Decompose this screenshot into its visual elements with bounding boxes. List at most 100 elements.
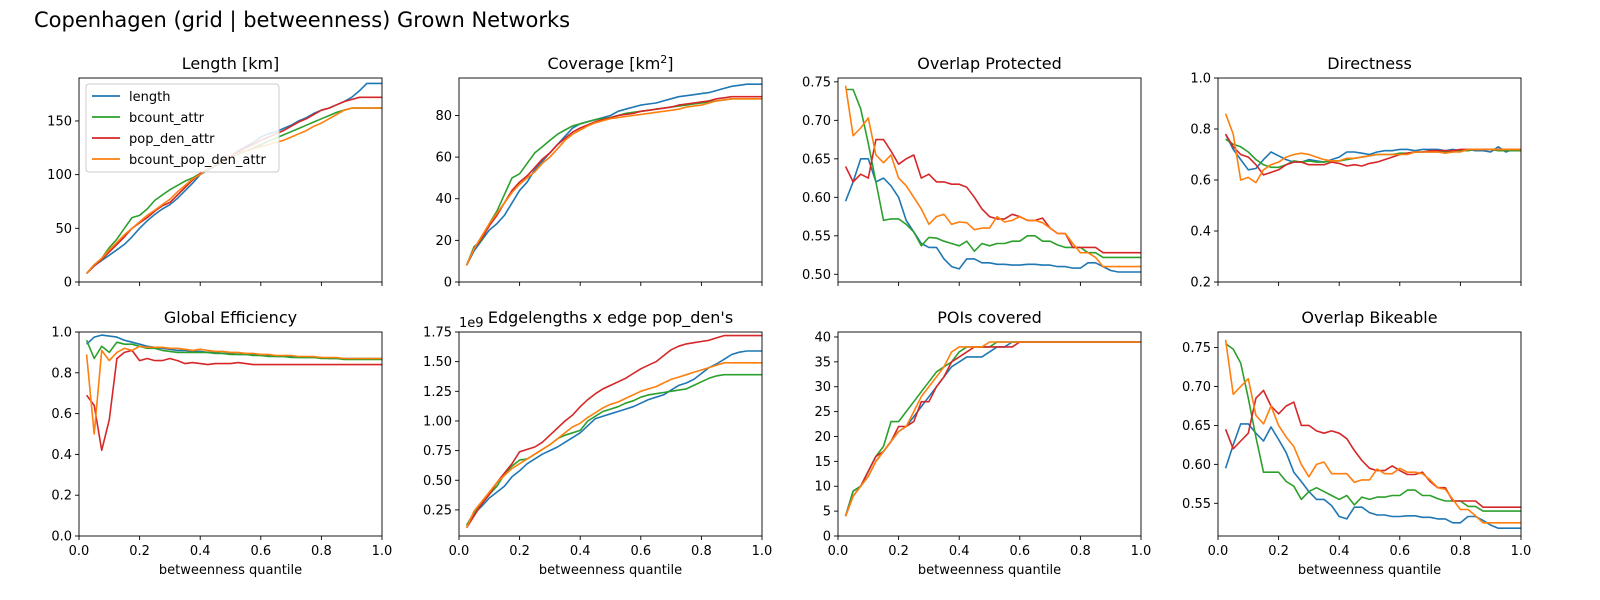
x-tick-label: 0.4 bbox=[1329, 544, 1350, 559]
y-tick-label: 5 bbox=[823, 505, 831, 520]
y-tick-label: 0.8 bbox=[51, 366, 72, 381]
x-tick-label: 0.8 bbox=[1450, 544, 1471, 559]
x-tick-label: 0.6 bbox=[630, 544, 651, 559]
plot-frame bbox=[1217, 77, 1522, 283]
y-tick-label: 40 bbox=[435, 192, 452, 207]
y-tick-label: 25 bbox=[814, 405, 831, 420]
y-tick-label: 50 bbox=[55, 222, 72, 237]
x-tick-label: 0.0 bbox=[69, 544, 90, 559]
y-tick-label: 0 bbox=[823, 530, 831, 545]
x-tick-label: 0.2 bbox=[129, 544, 150, 559]
x-tick-label: 1.0 bbox=[1131, 544, 1152, 559]
y-tick-label: 0.55 bbox=[802, 229, 831, 244]
series-line-bcount_pop_den_attr bbox=[85, 345, 382, 435]
y-tick-label: 20 bbox=[814, 430, 831, 445]
chart-panel: 0 50 100 150 Length [km] bbox=[47, 54, 383, 291]
x-tick-label: 0.2 bbox=[509, 544, 530, 559]
panel-title: Overlap Protected bbox=[917, 54, 1062, 73]
panel-title: Global Efficiency bbox=[164, 308, 297, 327]
series-line-bcount_pop_den_attr bbox=[465, 361, 762, 529]
y-tick-label: 0.70 bbox=[1182, 380, 1211, 395]
y-tick-label: 0.50 bbox=[423, 474, 452, 489]
x-tick-label: 0.2 bbox=[1268, 544, 1289, 559]
plot-frame bbox=[458, 331, 763, 537]
y-tick-label: 0.60 bbox=[1182, 458, 1211, 473]
y-tick-label: 0.6 bbox=[51, 407, 72, 422]
y-tick-label: 0.65 bbox=[1182, 419, 1211, 434]
x-tick-label: 1.0 bbox=[752, 544, 773, 559]
y-tick-label: 0.4 bbox=[1190, 225, 1211, 240]
legend-entry: bcount_attr bbox=[129, 111, 205, 126]
series-line-bcount_attr bbox=[85, 339, 382, 361]
y-tick-label: 0.75 bbox=[1182, 341, 1211, 356]
panel-title: POIs covered bbox=[937, 308, 1042, 327]
y-tick-label: 0.70 bbox=[802, 114, 831, 129]
x-tick-label: 1.0 bbox=[372, 544, 393, 559]
series-line-bcount_pop_den_attr bbox=[1224, 113, 1521, 184]
x-axis-label: betweenness quantile bbox=[539, 563, 682, 578]
y-tick-label: 0.2 bbox=[51, 489, 72, 504]
series-line-bcount_pop_den_attr bbox=[844, 85, 1141, 268]
y-tick-label: 40 bbox=[814, 330, 831, 345]
legend: length bcount_attr pop_den_attr bcount_pop_… bbox=[85, 83, 280, 173]
x-tick-label: 0.0 bbox=[449, 544, 470, 559]
chart-panel: 0.0 0.2 0.4 0.6 0.8 1.0 0.0 0.2 0.4 0.6 0.8 1.0 Glob… bbox=[51, 308, 392, 578]
y-tick-label: 0.8 bbox=[1190, 123, 1211, 138]
y-tick-label: 0 bbox=[64, 276, 72, 291]
series-line-pop_den_attr bbox=[465, 95, 762, 266]
y-tick-label: 0.65 bbox=[802, 152, 831, 167]
chart-panel: 0.0 0.2 0.4 0.6 0.8 1.0 0.55 0.60 0.65 0.70 0.75 Ov… bbox=[1182, 308, 1531, 578]
x-tick-label: 0.8 bbox=[691, 544, 712, 559]
panel-title: Directness bbox=[1327, 54, 1412, 73]
series-line-bcount_pop_den_attr bbox=[465, 98, 762, 266]
x-tick-label: 0.4 bbox=[190, 544, 211, 559]
figure-title: Copenhagen (grid | betweenness) Grown Ne… bbox=[34, 8, 570, 33]
y-tick-label: 0.4 bbox=[51, 448, 72, 463]
y-tick-label: 0 bbox=[444, 276, 452, 291]
y-tick-label: 15 bbox=[814, 455, 831, 470]
y-tick-label: 10 bbox=[814, 480, 831, 495]
x-axis-label: betweenness quantile bbox=[1298, 563, 1441, 578]
x-tick-label: 0.4 bbox=[949, 544, 970, 559]
x-tick-label: 0.6 bbox=[250, 544, 271, 559]
y-tick-label: 1.50 bbox=[423, 355, 452, 370]
series-line-length bbox=[844, 341, 1141, 517]
legend-entry: bcount_pop_den_attr bbox=[129, 153, 267, 168]
series-line-bcount_pop_den_attr bbox=[1224, 339, 1521, 524]
series-line-bcount_attr bbox=[465, 98, 762, 266]
y-tick-label: 0.25 bbox=[423, 503, 452, 518]
x-tick-label: 0.0 bbox=[828, 544, 849, 559]
plot-frame bbox=[78, 331, 383, 537]
chart-panel: 0.2 0.4 0.6 0.8 1.0 Directness bbox=[1190, 54, 1522, 291]
legend-entry: pop_den_attr bbox=[129, 132, 215, 147]
series-line-length bbox=[465, 350, 762, 529]
series-line-length bbox=[465, 83, 762, 266]
x-tick-label: 0.8 bbox=[1070, 544, 1091, 559]
series-line-length bbox=[844, 158, 1141, 273]
plot-frame bbox=[837, 77, 1142, 283]
y-tick-label: 35 bbox=[814, 355, 831, 370]
y-tick-label: 100 bbox=[47, 168, 72, 183]
y-tick-label: 1.00 bbox=[423, 414, 452, 429]
panel-title: Edgelengths x edge pop_den's bbox=[488, 308, 733, 328]
series-line-pop_den_attr bbox=[844, 341, 1141, 517]
panel-title: Length [km] bbox=[182, 54, 280, 73]
y-tick-label: 0.55 bbox=[1182, 497, 1211, 512]
axis-offset-label: 1e9 bbox=[459, 316, 484, 331]
chart-panel: 0.0 0.2 0.4 0.6 0.8 1.0 0.25 0.50 0.75 1.00 1.25 1.… bbox=[423, 308, 772, 578]
series-line-bcount_pop_den_attr bbox=[844, 341, 1141, 517]
y-tick-label: 0.6 bbox=[1190, 174, 1211, 189]
y-tick-label: 30 bbox=[814, 380, 831, 395]
y-tick-label: 0.75 bbox=[423, 444, 452, 459]
y-tick-label: 0.0 bbox=[51, 530, 72, 545]
y-tick-label: 1.0 bbox=[51, 326, 72, 341]
y-tick-label: 80 bbox=[435, 109, 452, 124]
y-tick-label: 0.75 bbox=[802, 75, 831, 90]
y-tick-label: 0.60 bbox=[802, 191, 831, 206]
x-tick-label: 0.6 bbox=[1389, 544, 1410, 559]
series-line-pop_den_attr bbox=[1224, 389, 1521, 509]
x-tick-label: 0.8 bbox=[311, 544, 332, 559]
x-tick-label: 0.4 bbox=[570, 544, 591, 559]
